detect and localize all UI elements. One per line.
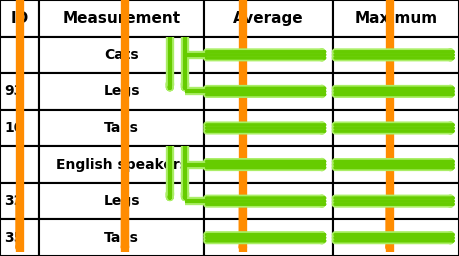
Bar (204, 110, 333, 146)
Text: Tails: Tails (104, 231, 139, 245)
Bar (333, 183, 459, 219)
Bar (0, 146, 39, 183)
Text: 35: 35 (5, 231, 24, 245)
Text: 3.5: 3.5 (209, 84, 234, 98)
Bar (0, 110, 39, 146)
Bar (0, 183, 39, 219)
Text: 32: 32 (5, 194, 24, 208)
Bar (204, 183, 333, 219)
Bar (39, 219, 204, 256)
Bar (204, 219, 333, 256)
Text: 1: 1 (337, 231, 347, 245)
Text: Maximum: Maximum (354, 11, 437, 26)
Text: 4: 4 (337, 84, 347, 98)
Text: 10: 10 (5, 121, 24, 135)
Text: Measurement: Measurement (62, 11, 181, 26)
Text: Cats: Cats (104, 48, 139, 62)
Bar (39, 37, 204, 73)
Text: 0.33: 0.33 (209, 231, 243, 245)
Text: English speakers: English speakers (56, 158, 188, 172)
Bar (333, 0, 459, 37)
Bar (333, 219, 459, 256)
Bar (333, 73, 459, 110)
Bar (204, 146, 333, 183)
Bar (0, 0, 39, 37)
Bar (333, 37, 459, 73)
Bar (204, 37, 333, 73)
Text: 1: 1 (337, 121, 347, 135)
Bar (333, 110, 459, 146)
Text: 4: 4 (337, 194, 347, 208)
Text: ID: ID (11, 11, 28, 26)
Text: Tails: Tails (104, 121, 139, 135)
Bar (39, 0, 204, 37)
Text: Average: Average (233, 11, 304, 26)
Bar (39, 110, 204, 146)
Bar (39, 73, 204, 110)
Bar (39, 146, 204, 183)
Bar (333, 146, 459, 183)
Text: 1: 1 (209, 121, 218, 135)
Text: 2.67: 2.67 (209, 194, 243, 208)
Bar (39, 183, 204, 219)
Text: Legs: Legs (103, 194, 140, 208)
Bar (204, 73, 333, 110)
Text: 93: 93 (5, 84, 24, 98)
Bar (204, 0, 333, 37)
Bar (0, 73, 39, 110)
Text: Legs: Legs (103, 84, 140, 98)
Bar (0, 37, 39, 73)
Bar (0, 219, 39, 256)
